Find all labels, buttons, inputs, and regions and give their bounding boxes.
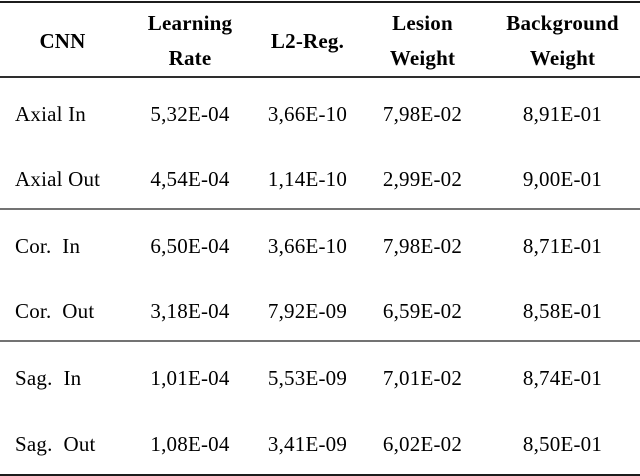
cell-cnn: Cor. Out [15, 299, 95, 323]
cell-learning-rate: 6,50E-04 [150, 234, 230, 258]
cell-l2-reg: 7,92E-09 [267, 299, 348, 323]
cell-l2-reg: 3,41E-09 [267, 432, 348, 456]
cell-cnn: Axial Out [15, 167, 101, 191]
table-row-sag-out: Sag. Out 1,08E-04 3,41E-09 6,02E-02 8,50… [0, 408, 640, 474]
cell-lesion-weight: 7,98E-02 [382, 234, 463, 258]
column-header-background-weight: Background Weight [506, 11, 619, 70]
cell-l2-reg: 5,53E-09 [267, 366, 348, 390]
table-row-cor-in: Cor. In 6,50E-04 3,66E-10 7,98E-02 8,71E… [0, 210, 640, 276]
cell-background-weight: 8,74E-01 [522, 366, 603, 390]
cell-lesion-weight: 6,59E-02 [382, 299, 463, 323]
cell-background-weight: 8,50E-01 [522, 432, 603, 456]
cell-cnn: Sag. Out [15, 432, 96, 456]
cell-learning-rate: 1,08E-04 [150, 432, 230, 456]
cell-cnn: Axial In [15, 102, 86, 126]
cell-cnn: Sag. In [15, 366, 82, 390]
cell-learning-rate: 1,01E-04 [150, 366, 230, 390]
cell-l2-reg: 3,66E-10 [267, 102, 348, 126]
cell-l2-reg: 1,14E-10 [267, 167, 348, 191]
cell-background-weight: 9,00E-01 [522, 167, 603, 191]
cell-learning-rate: 3,18E-04 [150, 299, 230, 323]
cell-learning-rate: 4,54E-04 [150, 167, 230, 191]
table-header-row: CNN Learning Rate L2-Reg. Lesion Weight … [0, 3, 640, 78]
cell-background-weight: 8,91E-01 [522, 102, 603, 126]
table-row-axial-out: Axial Out 4,54E-04 1,14E-10 2,99E-02 9,0… [0, 144, 640, 210]
cell-lesion-weight: 6,02E-02 [382, 432, 463, 456]
table-row-axial-in: Axial In 5,32E-04 3,66E-10 7,98E-02 8,91… [0, 78, 640, 144]
cell-lesion-weight: 7,98E-02 [382, 102, 463, 126]
cell-background-weight: 8,58E-01 [522, 299, 603, 323]
cell-background-weight: 8,71E-01 [522, 234, 603, 258]
table-row-sag-in: Sag. In 1,01E-04 5,53E-09 7,01E-02 8,74E… [0, 342, 640, 408]
cell-l2-reg: 3,66E-10 [267, 234, 348, 258]
cell-cnn: Cor. In [15, 234, 81, 258]
column-header-lesion-weight: Lesion Weight [389, 11, 456, 70]
cell-learning-rate: 5,32E-04 [150, 102, 230, 126]
cell-lesion-weight: 2,99E-02 [382, 167, 463, 191]
table-row-cor-out: Cor. Out 3,18E-04 7,92E-09 6,59E-02 8,58… [0, 276, 640, 342]
column-header-cnn: CNN [39, 28, 86, 53]
column-header-learning-rate: Learning Rate [147, 11, 233, 70]
column-header-l2-reg: L2-Reg. [270, 28, 345, 53]
cell-lesion-weight: 7,01E-02 [382, 366, 463, 390]
